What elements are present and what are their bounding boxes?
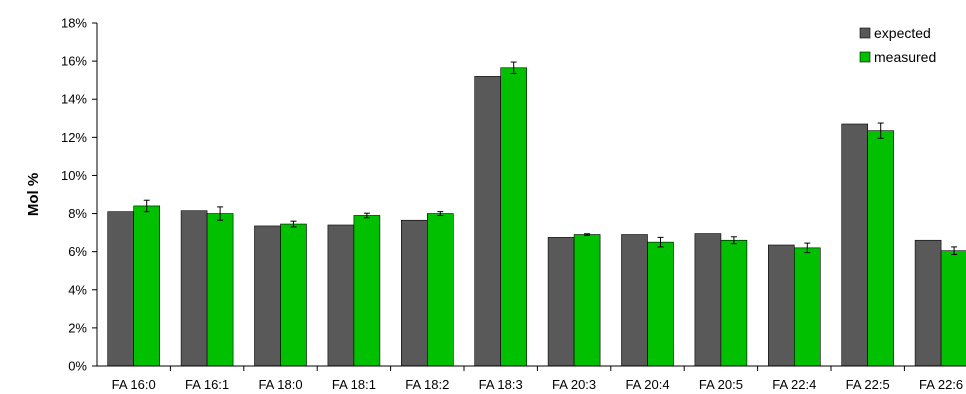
y-tick-label: 16% (61, 54, 87, 69)
bar-expected-8 (694, 233, 722, 367)
bar-expected-6 (547, 237, 575, 367)
y-tick-label: 14% (61, 92, 87, 107)
bar-measured-0 (133, 205, 160, 367)
bar-measured-8 (720, 239, 748, 367)
error-bar-2 (290, 220, 297, 228)
x-axis-ticks: FA 16:0 FA 16:1 FA 18:0 FA 18:1 FA 18:2 FA 18… (112, 366, 963, 392)
y-tick-label: 6% (68, 244, 87, 259)
bar-measured-1 (206, 213, 234, 367)
error-bars (143, 61, 958, 256)
x-tick-label: FA 18:1 (332, 377, 376, 392)
bar-expected-10 (841, 123, 869, 367)
error-bar-10 (877, 122, 884, 139)
x-tick-label: FA 16:0 (112, 377, 156, 392)
error-bar-11 (951, 246, 958, 256)
error-bar-1 (217, 206, 224, 221)
bar-expected-11 (914, 239, 942, 367)
y-axis-label: Mol % (25, 173, 42, 216)
bar-measured-6 (573, 234, 601, 367)
y-tick-label: 12% (61, 130, 87, 145)
x-tick-label: FA 22:6 (919, 377, 963, 392)
bar-expected-4 (400, 219, 428, 367)
error-bar-5 (510, 61, 517, 74)
x-tick-label: FA 18:3 (479, 377, 523, 392)
bar-measured-9 (793, 247, 821, 367)
bar-measured-5 (500, 67, 528, 367)
bar-measured-10 (867, 130, 895, 367)
y-axis-ticks: 0% 2% 4% 6% 8% 10% 12% 14% 16% 18% (61, 16, 97, 374)
error-bar-7 (657, 236, 664, 248)
legend: expected measured (859, 25, 936, 65)
y-tick-label: 2% (68, 320, 87, 335)
x-tick-label: FA 18:0 (258, 377, 302, 392)
y-tick-label: 18% (61, 16, 87, 31)
error-bar-3 (363, 212, 370, 219)
error-bar-4 (437, 211, 444, 216)
y-tick-label: 8% (68, 206, 87, 221)
error-bar-8 (730, 236, 737, 245)
bar-measured-3 (353, 215, 381, 367)
bar-measured-2 (280, 223, 307, 367)
legend-swatch-measured (859, 51, 871, 63)
x-tick-label: FA 18:2 (405, 377, 449, 392)
x-tick-label: FA 20:5 (699, 377, 743, 392)
y-tick-label: 0% (68, 359, 87, 374)
y-tick-label: 4% (68, 282, 87, 297)
legend-label-expected: expected (874, 25, 931, 41)
bar-expected-7 (621, 234, 648, 367)
error-bar-0 (143, 199, 150, 213)
bar-expected-3 (327, 224, 355, 367)
bars (107, 67, 966, 367)
legend-swatch-expected (859, 27, 871, 39)
bar-expected-2 (254, 225, 281, 367)
error-bar-6 (584, 233, 591, 236)
x-tick-label: FA 20:3 (552, 377, 596, 392)
x-tick-label: FA 20:4 (625, 377, 669, 392)
x-tick-label: FA 22:5 (846, 377, 890, 392)
bar-expected-5 (474, 76, 502, 367)
bar-expected-9 (767, 244, 795, 367)
bar-expected-1 (180, 210, 208, 367)
bar-expected-0 (107, 211, 134, 367)
bar-measured-7 (647, 241, 674, 367)
x-tick-label: FA 22:4 (772, 377, 816, 392)
legend-label-measured: measured (874, 49, 936, 65)
bar-measured-11 (940, 250, 966, 367)
y-tick-label: 10% (61, 168, 87, 183)
x-tick-label: FA 16:1 (185, 377, 229, 392)
bar-measured-4 (426, 213, 454, 367)
error-bar-9 (804, 242, 811, 254)
